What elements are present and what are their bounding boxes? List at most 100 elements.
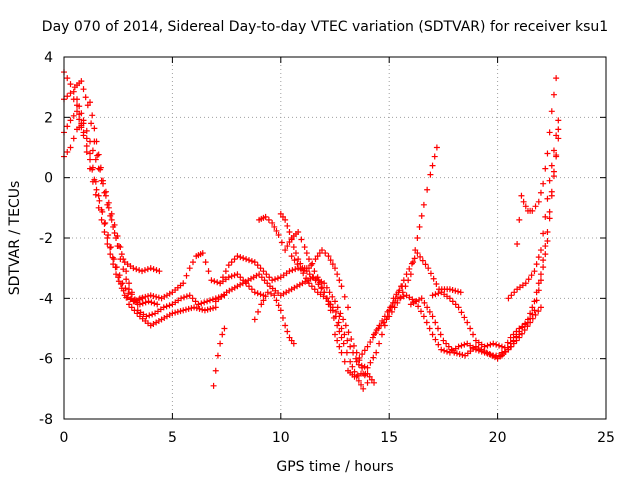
- data-point: [364, 370, 371, 377]
- data-point: [78, 78, 85, 85]
- data-point: [231, 272, 238, 279]
- data-point: [340, 316, 347, 323]
- data-point: [528, 272, 535, 279]
- data-point: [458, 309, 465, 316]
- data-point: [196, 305, 203, 312]
- data-point: [524, 319, 531, 326]
- data-point: [258, 301, 265, 308]
- data-point: [391, 299, 398, 306]
- data-point: [364, 364, 371, 371]
- data-point: [516, 216, 523, 223]
- data-point: [432, 291, 439, 298]
- data-point: [87, 150, 94, 157]
- data-point: [540, 264, 547, 271]
- data-point: [449, 298, 456, 305]
- data-point: [434, 325, 441, 332]
- data-point: [444, 348, 451, 355]
- data-point: [440, 337, 447, 344]
- data-point: [260, 297, 267, 304]
- y-tick-label: -2: [39, 231, 53, 247]
- data-point: [364, 343, 371, 350]
- data-point: [453, 350, 460, 357]
- y-axis-ticks: -8 -6 -4 -2 0 2 4: [39, 50, 606, 428]
- data-point: [202, 259, 209, 266]
- data-point: [150, 293, 157, 300]
- data-point: [321, 289, 328, 296]
- data-point: [457, 289, 464, 296]
- data-point: [101, 228, 108, 235]
- data-point: [318, 284, 325, 291]
- series-trace-20: [429, 289, 505, 350]
- data-point: [133, 266, 140, 273]
- data-point: [225, 274, 232, 281]
- data-point: [400, 293, 407, 300]
- data-point: [112, 264, 119, 271]
- data-point: [544, 238, 551, 245]
- data-point: [322, 250, 329, 257]
- data-point: [314, 253, 321, 260]
- data-point: [295, 228, 302, 235]
- data-point: [148, 299, 155, 306]
- data-point: [198, 300, 205, 307]
- data-point: [83, 142, 90, 149]
- data-point: [83, 135, 90, 142]
- data-point: [284, 328, 291, 335]
- data-point: [237, 254, 244, 261]
- data-point: [433, 144, 440, 151]
- data-point: [546, 208, 553, 215]
- data-point: [102, 188, 109, 195]
- data-point: [284, 243, 291, 250]
- data-point: [80, 120, 87, 127]
- data-point: [243, 256, 250, 263]
- data-point: [430, 275, 437, 282]
- data-point: [484, 342, 491, 349]
- data-point: [64, 123, 71, 130]
- data-point: [510, 331, 517, 338]
- data-point: [464, 319, 471, 326]
- data-point: [107, 251, 114, 258]
- data-point: [234, 271, 241, 278]
- data-point: [264, 280, 271, 287]
- data-point: [256, 271, 263, 278]
- data-point: [443, 340, 450, 347]
- data-point: [74, 108, 81, 115]
- data-point: [108, 216, 115, 223]
- data-point: [327, 257, 334, 264]
- data-point: [126, 280, 133, 287]
- data-point: [292, 266, 299, 273]
- data-point: [246, 257, 253, 264]
- data-point: [349, 363, 356, 370]
- data-point: [144, 266, 151, 273]
- series-trace-23: [507, 135, 562, 350]
- data-point: [360, 385, 367, 392]
- data-point: [429, 162, 436, 169]
- data-point: [550, 173, 557, 180]
- data-point: [542, 213, 549, 220]
- data-point: [141, 267, 148, 274]
- data-point: [308, 283, 315, 290]
- data-point: [268, 290, 275, 297]
- data-point: [264, 289, 271, 296]
- data-point: [174, 308, 181, 315]
- x-tick-label: 15: [380, 430, 398, 446]
- data-point: [332, 331, 338, 338]
- data-point: [237, 274, 244, 281]
- data-point: [277, 307, 284, 314]
- data-point: [273, 227, 280, 234]
- data-point: [417, 253, 424, 260]
- data-point: [542, 243, 549, 250]
- data-point: [290, 244, 297, 251]
- data-point: [314, 274, 321, 281]
- x-axis-ticks: 0 5 10 15 20 25: [60, 57, 615, 446]
- data-point: [334, 337, 341, 344]
- data-point: [455, 304, 462, 311]
- data-point: [87, 165, 94, 172]
- data-point: [529, 207, 536, 214]
- data-point: [518, 192, 525, 199]
- data-point: [306, 271, 313, 278]
- data-point: [540, 230, 547, 237]
- data-point: [206, 297, 213, 304]
- series-trace-6: [87, 99, 228, 320]
- data-point: [183, 272, 190, 279]
- data-point: [303, 250, 310, 257]
